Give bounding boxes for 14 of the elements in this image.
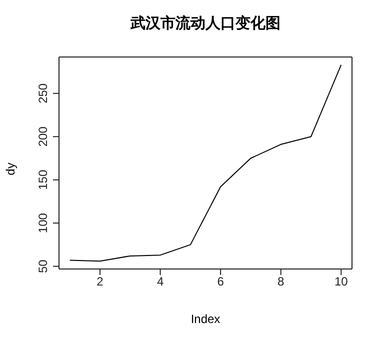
y-tick-label: 50 [36,259,50,273]
x-tick-label: 6 [217,274,224,289]
y-tick-label: 250 [36,83,50,104]
x-axis-title: Index [190,312,222,326]
x-tick-label: 8 [278,274,285,289]
y-tick-label: 200 [36,126,50,147]
x-tick-label: 2 [96,274,104,289]
y-tick-label: 100 [36,212,50,234]
x-tick-label: 10 [334,274,348,289]
chart-title: 武汉市流动人口变化图 [129,14,282,33]
x-tick-label: 4 [156,274,164,289]
y-axis-title: dy [3,162,17,176]
line-series [69,64,342,262]
y-tick-label: 150 [36,170,50,190]
